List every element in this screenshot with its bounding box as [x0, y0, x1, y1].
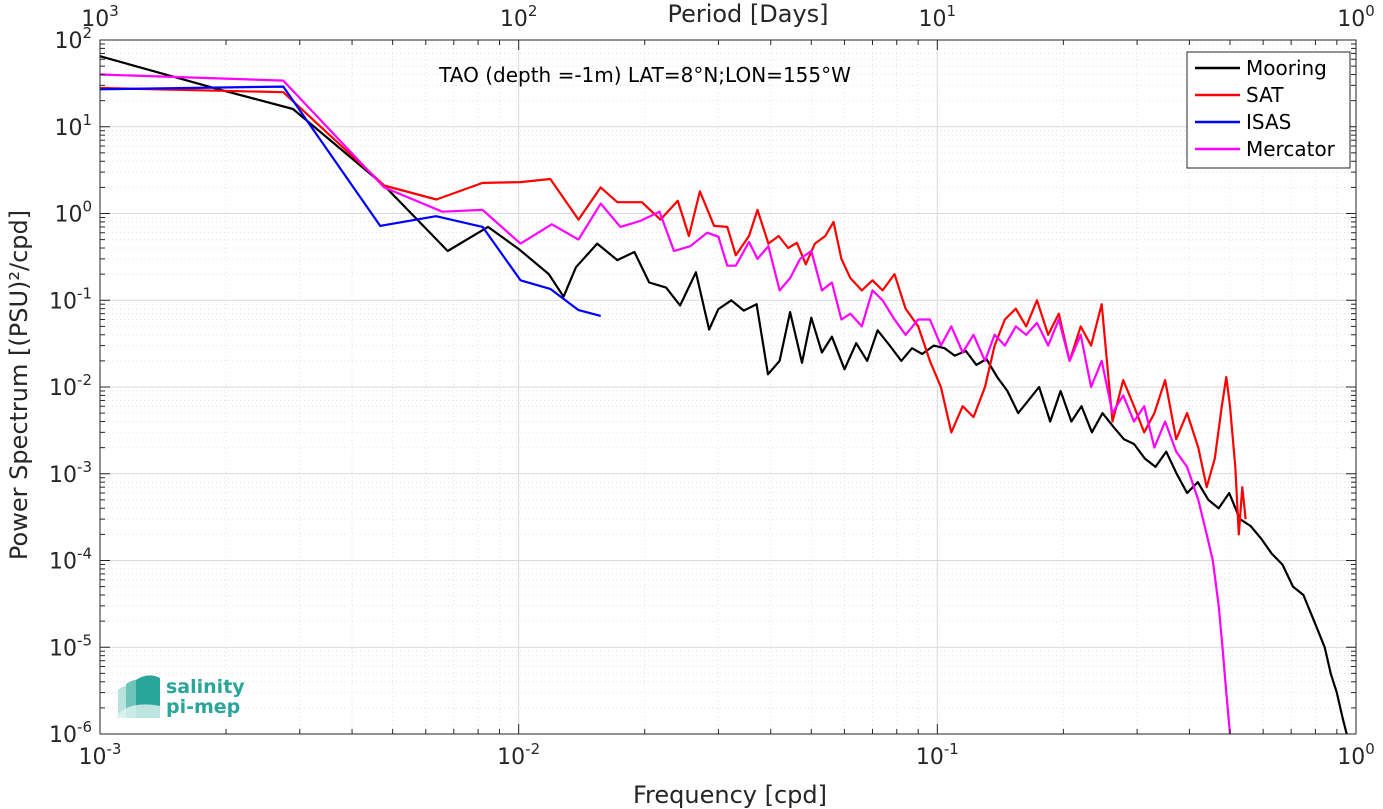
legend-label-mooring: Mooring	[1246, 56, 1327, 80]
logo-text-salinity: salinity	[166, 676, 245, 698]
legend: Mooring SAT ISAS Mercator	[1186, 51, 1351, 169]
x-tick-label: 10-2	[497, 740, 540, 770]
top-axis-title: Period [Days]	[667, 0, 828, 28]
x-tick-label: 100	[1337, 740, 1375, 770]
series-line-sat	[100, 86, 1247, 536]
series-line-mercator	[100, 73, 1232, 734]
x-axis-title: Frequency [cpd]	[633, 781, 827, 809]
salinity-pimep-logo: salinity pi-mep	[116, 675, 245, 718]
x-tick-label: 10-1	[916, 740, 959, 770]
y-tick-label: 102	[54, 24, 92, 54]
y-tick-label: 101	[54, 111, 92, 141]
top-tick-label: 100	[1337, 2, 1375, 32]
legend-label-sat: SAT	[1246, 83, 1284, 107]
minor-grid	[100, 40, 1356, 734]
top-tick-label: 103	[81, 2, 119, 32]
top-tick-label: 101	[919, 2, 957, 32]
y-tick-label: 10-6	[49, 718, 92, 748]
series-line-isas	[100, 85, 601, 317]
y-tick-label: 10-4	[49, 545, 92, 575]
x-tick-label: 10-3	[79, 740, 122, 770]
chart-annotation: TAO (depth =-1m) LAT=8°N;LON=155°W	[438, 63, 851, 87]
y-tick-label: 10-3	[49, 458, 92, 488]
y-tick-label: 10-2	[49, 371, 92, 401]
legend-label-isas: ISAS	[1246, 110, 1291, 134]
top-tick-label: 102	[500, 2, 538, 32]
legend-label-mercator: Mercator	[1246, 137, 1336, 161]
y-axis-title: Power Spectrum [(PSU)²/cpd]	[5, 210, 33, 560]
y-tick-label: 10-1	[49, 284, 92, 314]
tick-marks	[99, 39, 1357, 735]
y-tick-label: 100	[54, 198, 92, 228]
logo-waves-icon	[116, 675, 160, 718]
logo-text-pimep: pi-mep	[166, 696, 240, 718]
series-layer	[100, 55, 1348, 734]
y-tick-label: 10-5	[49, 631, 92, 661]
series-line-mooring	[100, 55, 1348, 734]
